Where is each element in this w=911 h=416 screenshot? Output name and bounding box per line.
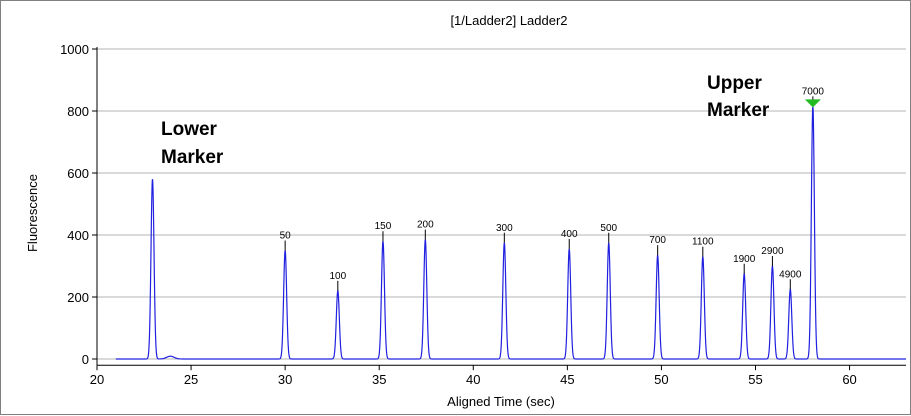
x-tick-label-60: 60: [842, 372, 856, 387]
peak-label-4900: 4900: [779, 269, 802, 280]
peak-label-300: 300: [496, 223, 513, 234]
peak-label-100: 100: [329, 271, 346, 282]
x-tick-label-30: 30: [278, 372, 292, 387]
upper-marker-annotation-line1: Upper: [707, 73, 763, 94]
peak-label-150: 150: [375, 221, 392, 232]
peak-label-400: 400: [561, 229, 578, 240]
fluorescence-trace: [115, 106, 906, 360]
peak-label-50: 50: [280, 231, 292, 242]
x-tick-label-55: 55: [748, 372, 762, 387]
grid: [97, 48, 906, 360]
upper-marker-triangle: [804, 99, 821, 108]
peak-label-2900: 2900: [761, 246, 784, 257]
x-tick-label-45: 45: [560, 372, 574, 387]
y-tick-label-1000: 1000: [60, 42, 89, 57]
upper-marker-annotation-line2: Marker: [707, 100, 770, 121]
x-tick-label-25: 25: [184, 372, 198, 387]
ticks: 0 200 400 600 800 1000 20 25 30 35 40 45 50 55 60: [60, 42, 857, 387]
y-tick-label-200: 200: [67, 290, 89, 305]
peak-label-1100: 1100: [692, 237, 714, 248]
peak-labels: 50 100 150 200 300 400 500 700 1100 1900 2900 4900 7…: [280, 86, 825, 291]
annotations: Lower Marker Upper Marker: [161, 73, 770, 168]
lower-marker-annotation-line2: Marker: [161, 147, 224, 168]
series: [115, 106, 906, 360]
y-axis-label: Fluorescence: [25, 174, 40, 252]
y-tick-label-400: 400: [67, 228, 89, 243]
y-tick-label-600: 600: [67, 166, 89, 181]
axes: [96, 47, 906, 366]
peak-label-500: 500: [600, 223, 617, 234]
x-axis-label: Aligned Time (sec): [447, 394, 555, 409]
peak-label-700: 700: [649, 235, 666, 246]
x-tick-label-35: 35: [372, 372, 386, 387]
chart-title: [1/Ladder2] Ladder2: [450, 13, 567, 28]
peak-label-7000: 7000: [802, 86, 825, 97]
x-tick-label-20: 20: [90, 372, 104, 387]
peak-label-1900: 1900: [733, 254, 756, 265]
x-tick-label-50: 50: [654, 372, 668, 387]
lower-marker-annotation-line1: Lower: [161, 119, 218, 140]
x-tick-label-40: 40: [466, 372, 480, 387]
y-tick-label-0: 0: [82, 352, 89, 367]
y-tick-label-800: 800: [67, 104, 89, 119]
peak-label-200: 200: [417, 220, 434, 231]
